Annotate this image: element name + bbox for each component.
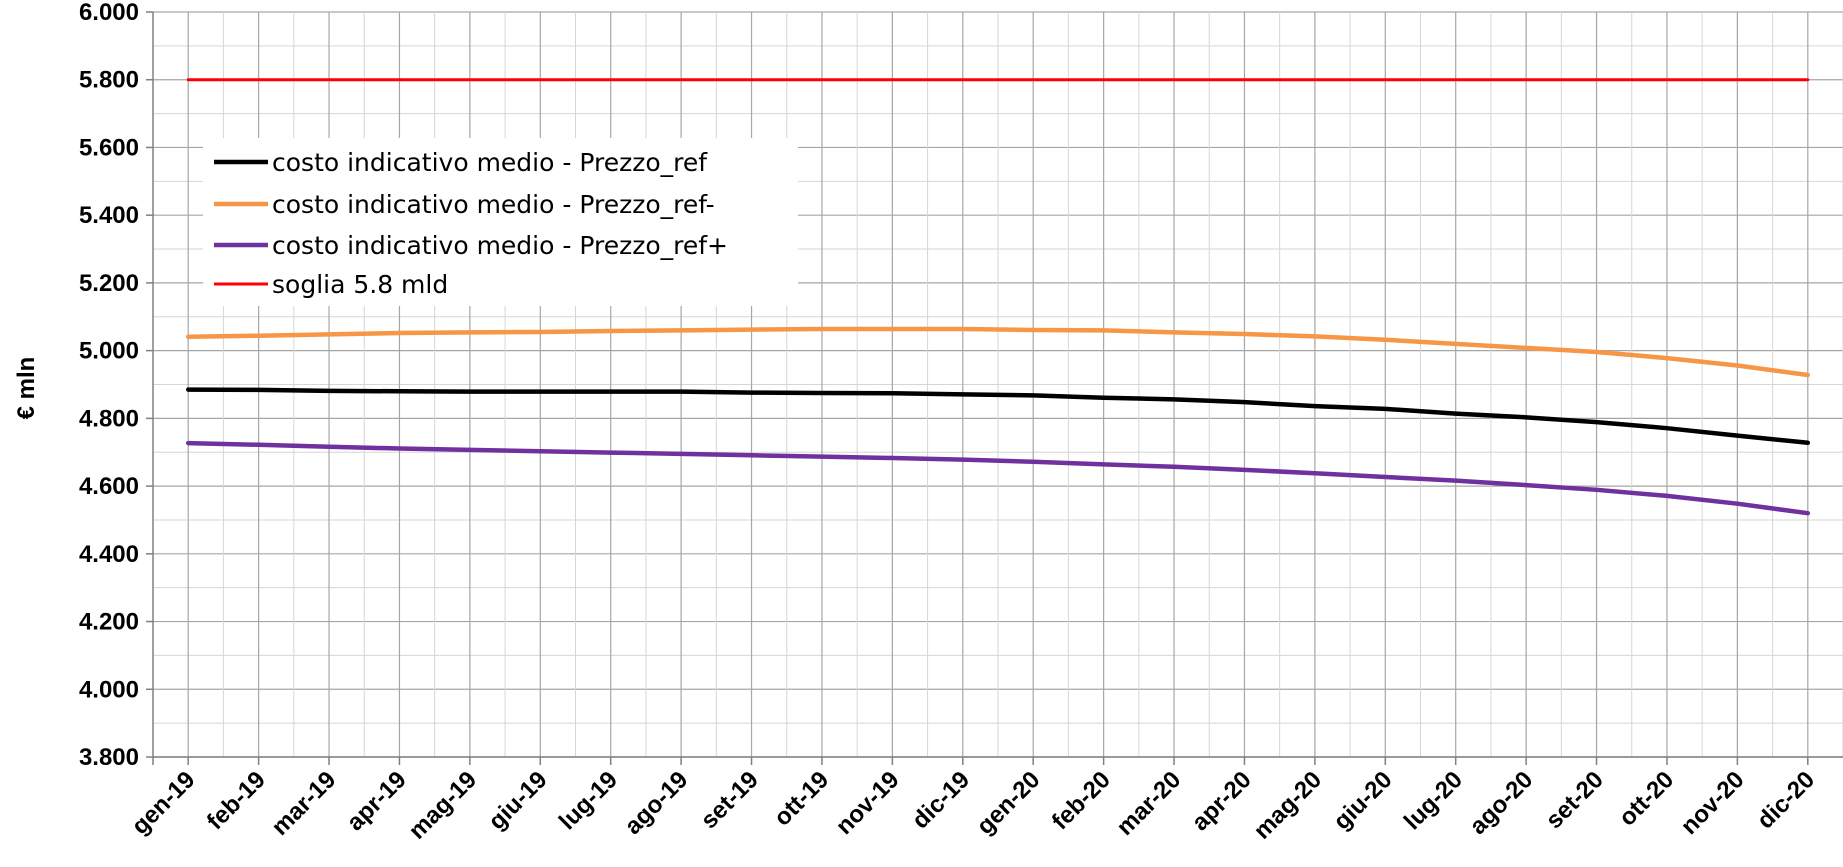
x-tick-label: nov-20: [1676, 766, 1750, 840]
y-tick-label: 4.400: [79, 541, 139, 568]
x-tick-label: ago-19: [620, 766, 694, 840]
x-tick-label: giu-19: [483, 766, 552, 835]
x-tick-label: nov-19: [831, 766, 905, 840]
x-tick-label: set-19: [696, 766, 764, 834]
y-tick-label: 5.000: [79, 338, 139, 365]
x-tick-label: apr-20: [1187, 766, 1257, 836]
x-tick-label: gen-20: [972, 766, 1046, 840]
y-axis-label: € mln: [13, 357, 40, 420]
y-tick-label: 5.600: [79, 134, 139, 161]
y-tick-label: 4.200: [79, 609, 139, 636]
x-tick-label: set-20: [1541, 766, 1609, 834]
y-tick-label: 4.800: [79, 405, 139, 432]
x-tick-label: apr-19: [342, 766, 412, 836]
y-tick-label: 4.600: [79, 473, 139, 500]
x-tick-label: dic-20: [1752, 766, 1820, 834]
series-lines: [185, 78, 1811, 516]
x-tick-label: lug-20: [1399, 766, 1468, 835]
y-axis-tick-labels: 3.800 4.000 4.200 4.400 4.600 4.800 5.000 5.200…: [79, 0, 139, 771]
x-tick-label: gen-19: [127, 766, 201, 840]
axes: [146, 11, 1843, 765]
legend-box: [203, 138, 798, 306]
x-tick-label: mag-20: [1249, 766, 1328, 845]
series-line: [185, 440, 1811, 516]
y-tick-label: 3.800: [79, 744, 139, 771]
y-tick-label: 5.800: [79, 67, 139, 94]
y-tick-label: 5.200: [79, 270, 139, 297]
legend: costo indicativo medio - Prezzo_refcosto…: [203, 138, 798, 306]
legend-entry: costo indicativo medio - Prezzo_ref-: [272, 190, 715, 219]
x-tick-label: feb-19: [202, 766, 271, 835]
x-tick-label: lug-19: [554, 766, 623, 835]
x-tick-label: ott-20: [1614, 766, 1679, 831]
legend-entry: costo indicativo medio - Prezzo_ref+: [272, 231, 728, 260]
series-line: [185, 326, 1811, 378]
x-tick-label: ott-19: [769, 766, 834, 831]
y-tick-label: 5.400: [79, 202, 139, 229]
legend-entry: soglia 5.8 mld: [272, 270, 448, 299]
x-tick-label: giu-20: [1328, 766, 1397, 835]
y-tick-label: 4.000: [79, 676, 139, 703]
y-tick-label: 6.000: [79, 0, 139, 26]
legend-entry: costo indicativo medio - Prezzo_ref: [272, 148, 708, 177]
x-tick-label: feb-20: [1047, 766, 1116, 835]
x-tick-label: mar-20: [1112, 766, 1187, 841]
x-tick-label: mag-19: [404, 766, 483, 845]
x-tick-label: mar-19: [267, 766, 342, 841]
series-line: [185, 387, 1811, 445]
x-tick-label: ago-20: [1465, 766, 1539, 840]
x-tick-label: dic-19: [907, 766, 975, 834]
